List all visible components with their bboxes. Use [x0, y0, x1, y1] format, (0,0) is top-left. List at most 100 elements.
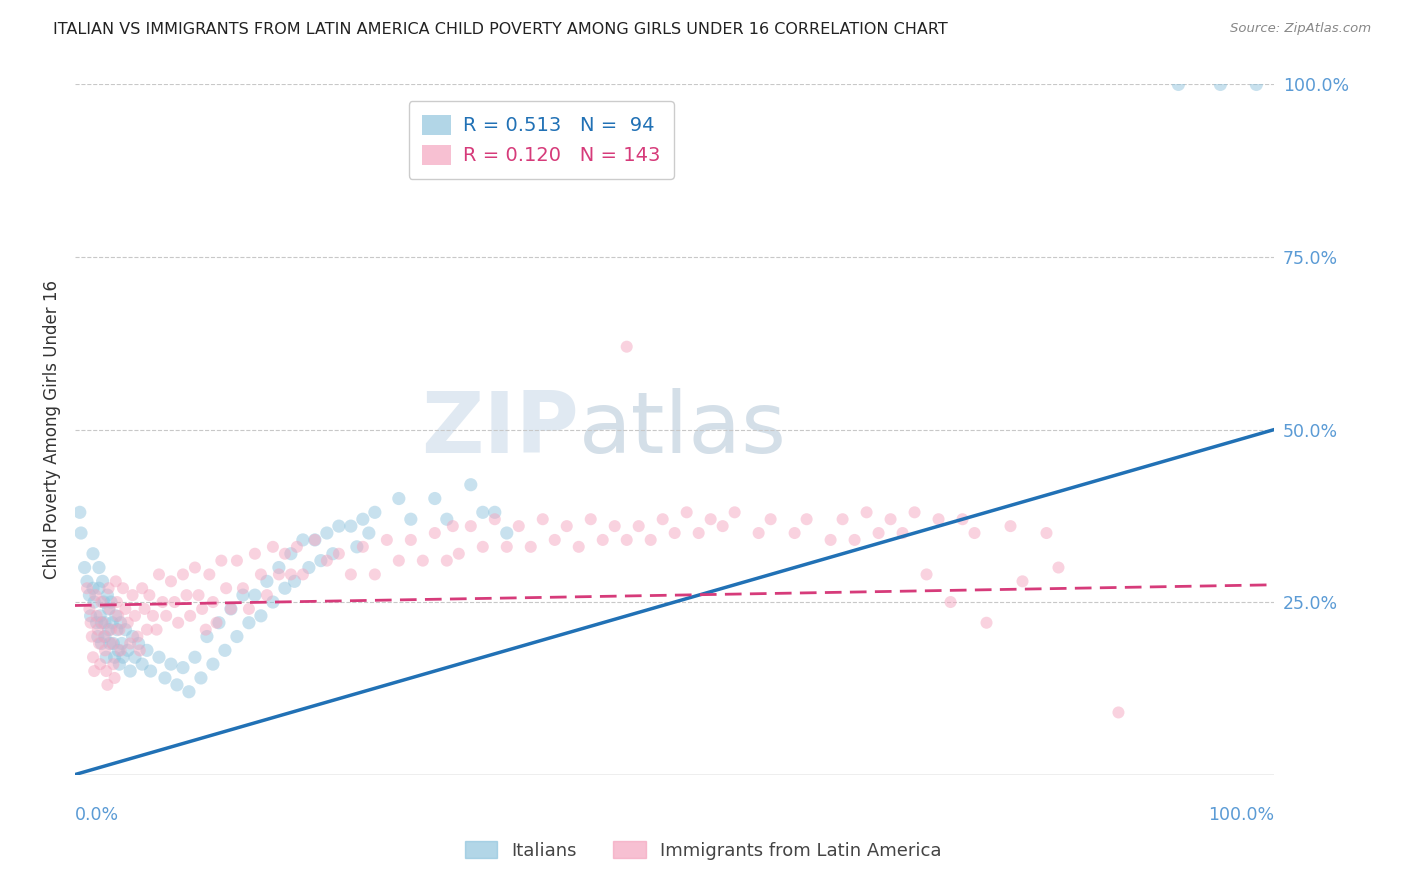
Point [166, 678, 188, 692]
Point [179, 608, 201, 623]
Point [831, 512, 853, 526]
Point [232, 588, 254, 602]
Point [267, 567, 290, 582]
Point [304, 533, 326, 547]
Point [484, 505, 506, 519]
Point [262, 595, 284, 609]
Point [262, 540, 284, 554]
Point [844, 533, 866, 547]
Point [519, 540, 541, 554]
Point [664, 526, 686, 541]
Point [194, 623, 217, 637]
Point [172, 660, 194, 674]
Point [291, 567, 314, 582]
Point [748, 526, 770, 541]
Point [322, 547, 344, 561]
Point [711, 519, 734, 533]
Point [651, 512, 673, 526]
Point [107, 608, 129, 623]
Point [423, 491, 446, 506]
Point [86, 615, 108, 630]
Point [103, 671, 125, 685]
Point [142, 608, 165, 623]
Point [73, 560, 96, 574]
Point [98, 602, 121, 616]
Point [471, 540, 494, 554]
Point [136, 623, 159, 637]
Point [91, 574, 114, 589]
Point [97, 581, 120, 595]
Point [283, 574, 305, 589]
Point [616, 533, 638, 547]
Point [423, 526, 446, 541]
Point [105, 595, 128, 609]
Point [388, 554, 411, 568]
Point [352, 512, 374, 526]
Point [160, 574, 183, 589]
Point [879, 512, 901, 526]
Point [101, 636, 124, 650]
Point [495, 526, 517, 541]
Point [134, 602, 156, 616]
Point [103, 650, 125, 665]
Point [820, 533, 842, 547]
Point [285, 540, 308, 554]
Point [340, 567, 363, 582]
Point [90, 636, 112, 650]
Point [87, 560, 110, 574]
Point [190, 671, 212, 685]
Point [104, 608, 127, 623]
Point [531, 512, 554, 526]
Point [1000, 519, 1022, 533]
Point [111, 636, 134, 650]
Point [91, 615, 114, 630]
Point [616, 340, 638, 354]
Point [460, 519, 482, 533]
Point [544, 533, 567, 547]
Point [79, 608, 101, 623]
Point [309, 554, 332, 568]
Point [90, 595, 112, 609]
Point [280, 547, 302, 561]
Point [688, 526, 710, 541]
Point [80, 630, 103, 644]
Point [93, 595, 115, 609]
Point [84, 588, 107, 602]
Point [96, 650, 118, 665]
Point [214, 643, 236, 657]
Point [555, 519, 578, 533]
Point [184, 560, 207, 574]
Point [298, 560, 321, 574]
Point [759, 512, 782, 526]
Point [167, 615, 190, 630]
Point [436, 512, 458, 526]
Point [83, 664, 105, 678]
Point [1246, 78, 1268, 92]
Point [145, 623, 167, 637]
Point [976, 615, 998, 630]
Point [1107, 706, 1129, 720]
Point [412, 554, 434, 568]
Point [952, 512, 974, 526]
Point [94, 643, 117, 657]
Point [76, 574, 98, 589]
Point [108, 657, 131, 672]
Point [238, 615, 260, 630]
Point [868, 526, 890, 541]
Point [375, 533, 398, 547]
Point [724, 505, 747, 519]
Point [346, 540, 368, 554]
Point [76, 581, 98, 595]
Point [460, 477, 482, 491]
Point [94, 630, 117, 644]
Point [232, 581, 254, 595]
Point [215, 581, 238, 595]
Point [226, 630, 249, 644]
Point [97, 602, 120, 616]
Point [250, 608, 273, 623]
Point [128, 636, 150, 650]
Point [592, 533, 614, 547]
Point [69, 505, 91, 519]
Point [201, 657, 224, 672]
Point [98, 636, 121, 650]
